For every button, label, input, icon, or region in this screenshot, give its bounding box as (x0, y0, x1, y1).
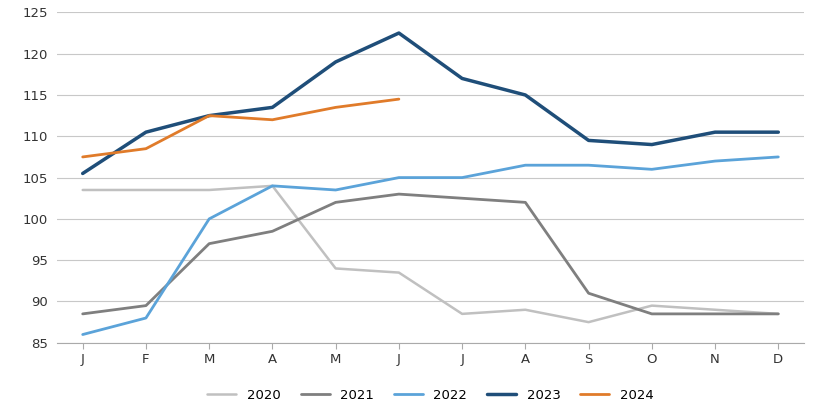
2021 (393, 192, 403, 197)
2021 (267, 229, 277, 234)
Line: 2020: 2020 (83, 186, 777, 322)
2023 (78, 171, 88, 176)
2023 (583, 138, 593, 143)
2023 (709, 130, 719, 135)
2022 (772, 154, 782, 159)
2021 (583, 291, 593, 296)
2023 (520, 93, 530, 97)
2023 (393, 31, 403, 36)
Line: 2023: 2023 (83, 33, 777, 173)
2024 (141, 146, 151, 151)
2022 (78, 332, 88, 337)
2022 (646, 167, 656, 172)
2020 (393, 270, 403, 275)
2021 (772, 311, 782, 316)
2024 (393, 97, 403, 102)
2023 (204, 113, 214, 118)
2021 (646, 311, 656, 316)
2022 (583, 163, 593, 168)
2022 (393, 175, 403, 180)
2020 (646, 303, 656, 308)
Line: 2024: 2024 (83, 99, 398, 157)
2024 (267, 117, 277, 122)
2020 (457, 311, 467, 316)
2021 (457, 196, 467, 201)
2020 (141, 188, 151, 192)
2021 (78, 311, 88, 316)
Line: 2022: 2022 (83, 157, 777, 335)
2023 (267, 105, 277, 110)
2021 (520, 200, 530, 205)
2024 (204, 113, 214, 118)
2023 (141, 130, 151, 135)
2021 (141, 303, 151, 308)
2020 (709, 307, 719, 312)
2022 (267, 183, 277, 188)
2020 (583, 320, 593, 325)
2022 (457, 175, 467, 180)
2020 (204, 188, 214, 192)
2020 (267, 183, 277, 188)
2022 (141, 316, 151, 320)
2021 (204, 241, 214, 246)
2021 (709, 311, 719, 316)
2021 (330, 200, 340, 205)
Legend: 2020, 2021, 2022, 2023, 2024: 2020, 2021, 2022, 2023, 2024 (207, 389, 653, 402)
2023 (772, 130, 782, 135)
2024 (330, 105, 340, 110)
2024 (78, 154, 88, 159)
2020 (772, 311, 782, 316)
2022 (520, 163, 530, 168)
2022 (709, 159, 719, 164)
2023 (457, 76, 467, 81)
2020 (520, 307, 530, 312)
2020 (330, 266, 340, 271)
2020 (78, 188, 88, 192)
Line: 2021: 2021 (83, 194, 777, 314)
2022 (204, 216, 214, 221)
2023 (330, 59, 340, 64)
2022 (330, 188, 340, 192)
2023 (646, 142, 656, 147)
